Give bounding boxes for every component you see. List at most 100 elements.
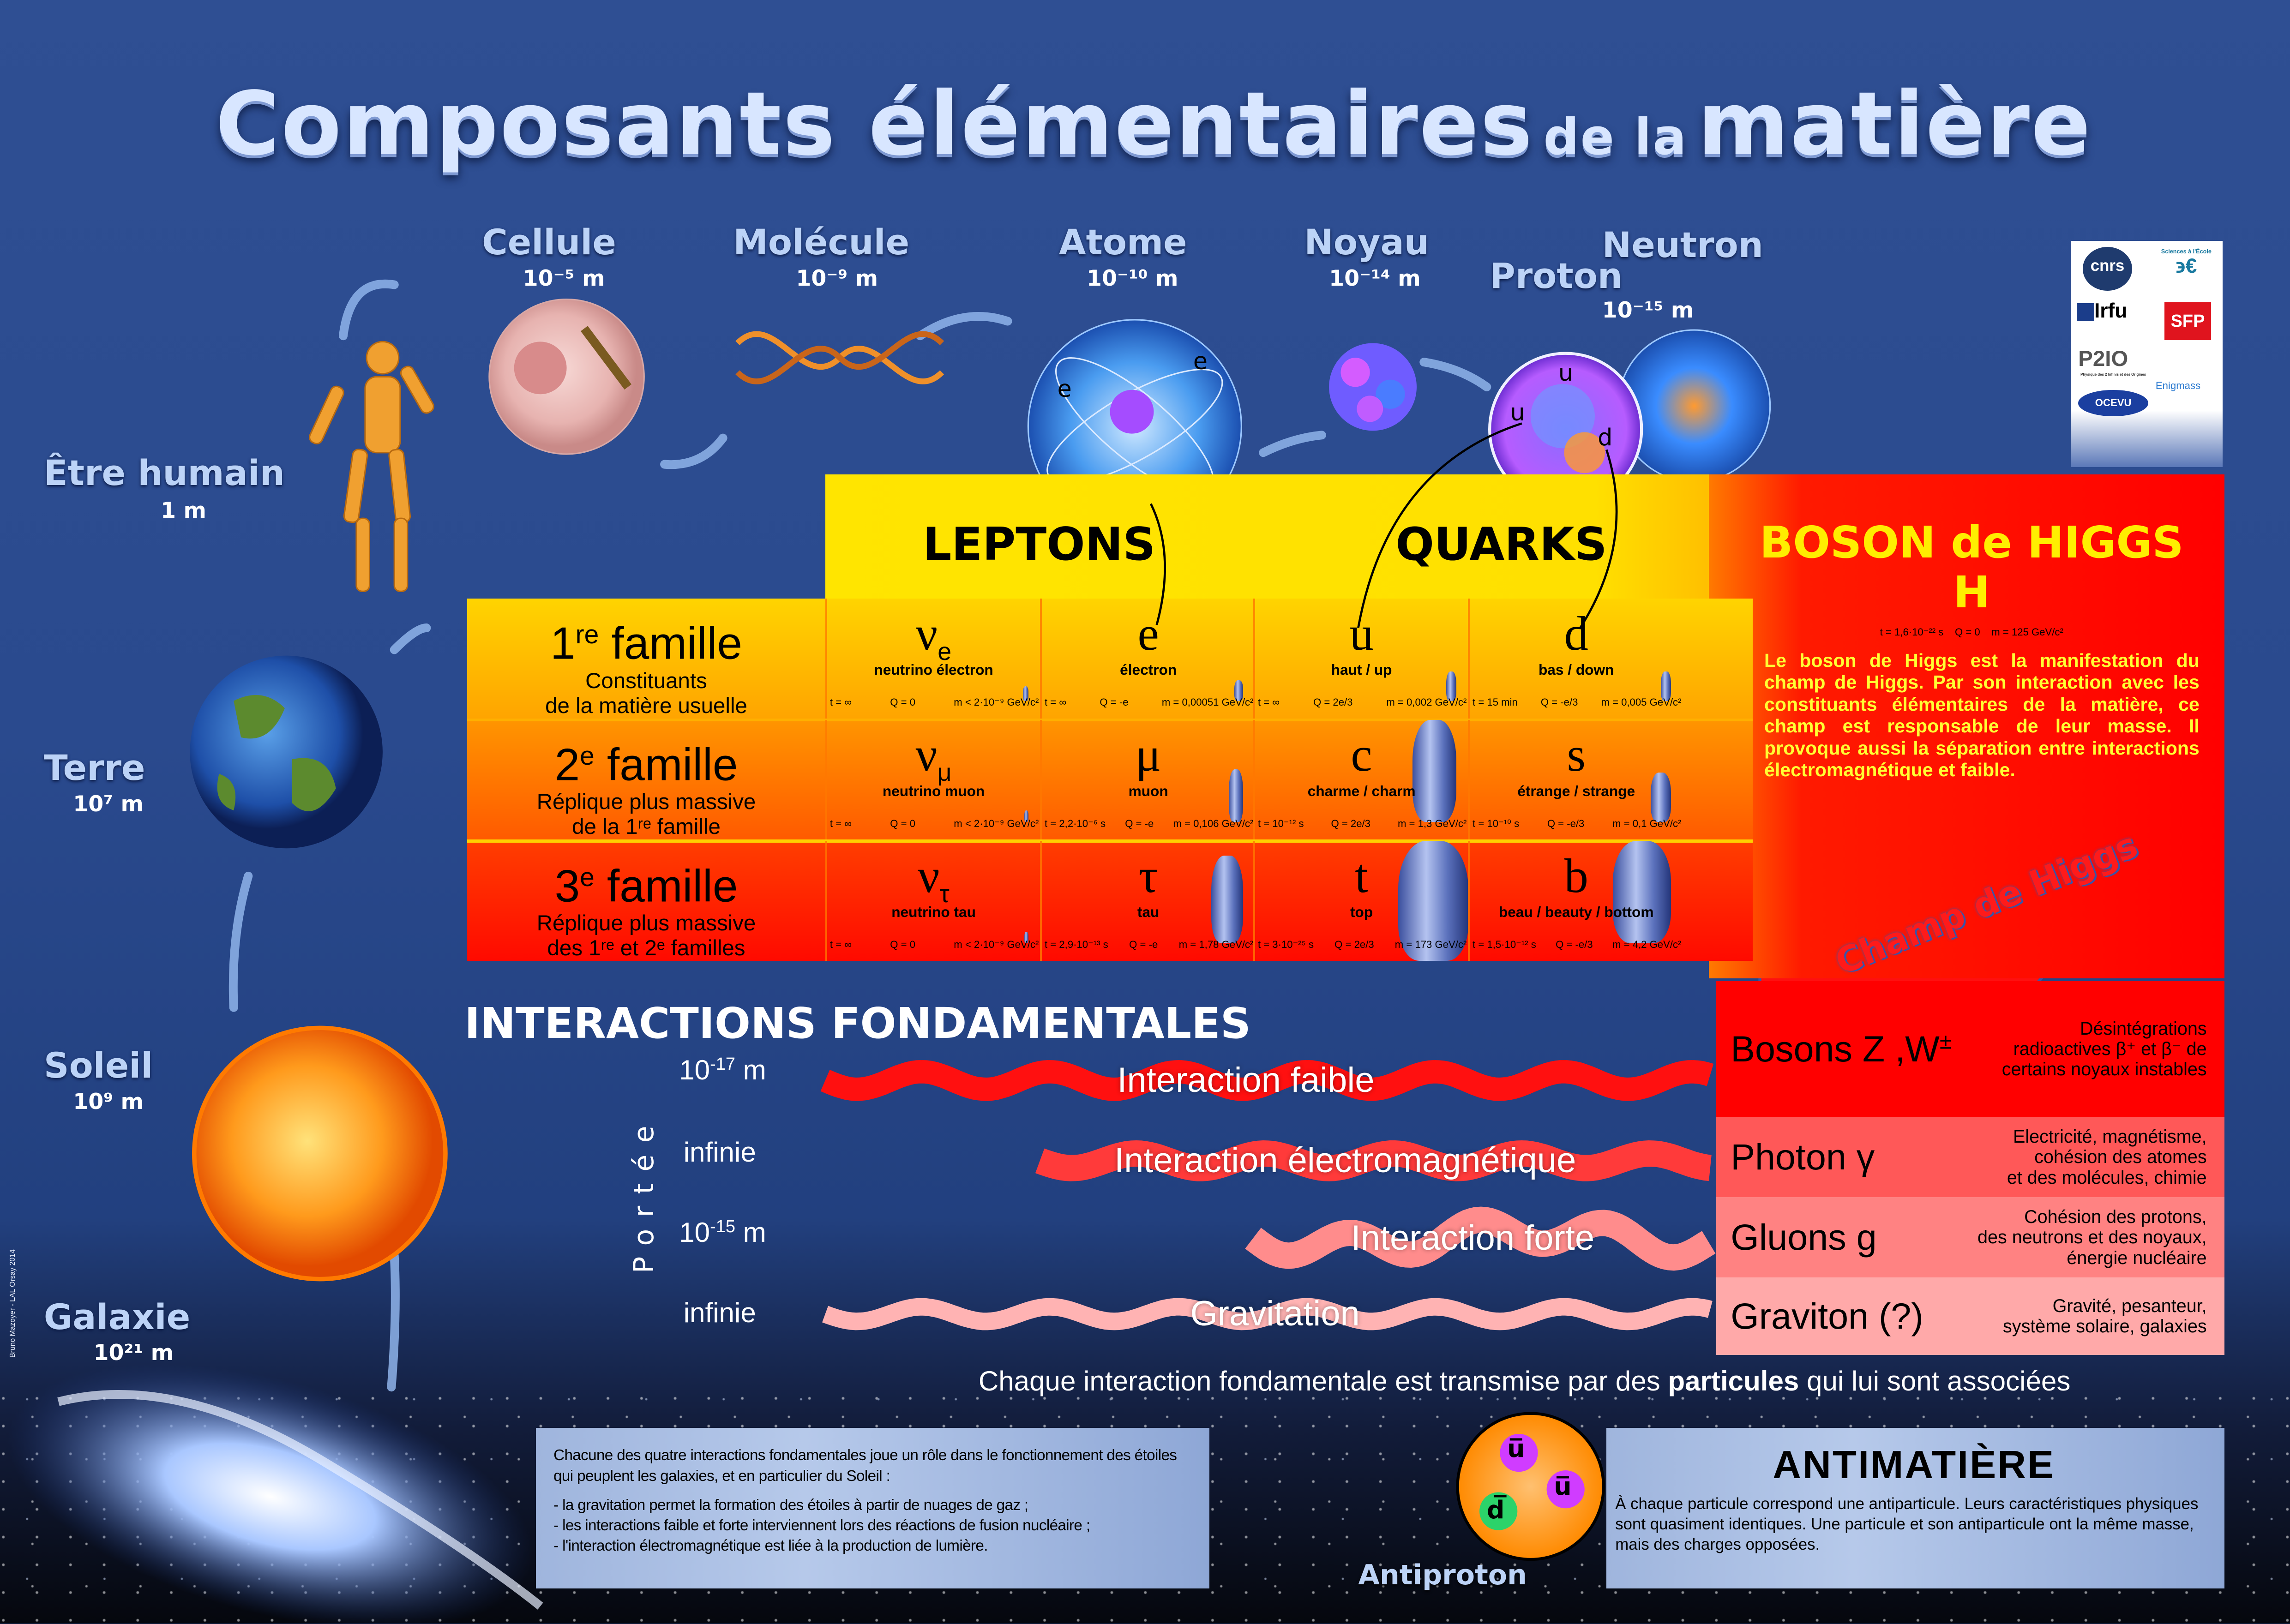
scale-size-proton: 10⁻¹⁵ m (1602, 298, 1694, 324)
interaction-label: Gravitation (1190, 1294, 1360, 1334)
interaction-band (822, 1298, 1713, 1330)
family-row-3 (467, 841, 1753, 961)
sciences-a-lecole-logo: Sciences à l'École ϶€ (2161, 248, 2212, 277)
boson-row: Photon γ Electricité, magnétisme, cohésion… (1716, 1117, 2224, 1198)
interaction-range: infinie (683, 1297, 756, 1328)
enigmass-logo: Enigmass (2155, 379, 2201, 391)
particle-symbol: νe (916, 606, 952, 665)
particle-symbol: d (1564, 606, 1588, 660)
boson-description: Désintégrations radioactives β⁺ et β⁻ de c… (2001, 1018, 2207, 1080)
irfu-logo: Irfu (2077, 300, 2127, 323)
boson-name: Gluons g (1731, 1217, 1877, 1258)
boson-name: Bosons Z ,W± (1731, 1028, 1952, 1070)
particle-symbol: t (1355, 849, 1369, 903)
sun-illustration (192, 1025, 448, 1282)
family-row-1 (467, 599, 1753, 719)
particle-symbol: s (1567, 728, 1586, 782)
particle-name: tau (1137, 904, 1160, 921)
arrow-icon (228, 871, 253, 1012)
galaxy-illustration (7, 1364, 543, 1624)
proton-quark-label: d (1598, 423, 1613, 451)
particle-cell-haut: u haut / up t = ∞ Q = 2e/3 m = 0,002 GeV/c… (1253, 599, 1468, 719)
particle-symbol: b (1564, 849, 1588, 903)
poster-title: Composants élémentaires de la matière (215, 73, 2092, 175)
boson-row: Graviton (?) Gravité, pesanteur, système s… (1716, 1277, 2224, 1355)
interaction-label: Interaction électromagnétique (1114, 1141, 1576, 1180)
higgs-title: BOSON de HIGGS H (1723, 518, 2220, 617)
quarks-header: QUARKS (1395, 518, 1607, 571)
particle-cell-électron: e électron t = ∞ Q = -e m = 0,00051 GeV/c² (1040, 599, 1255, 719)
particle-name: charme / charm (1307, 782, 1416, 799)
human-figure (308, 341, 434, 592)
antiquark-label: u̅ (1507, 1433, 1525, 1463)
arrow-icon (660, 433, 727, 469)
mass-weight-icon (1211, 856, 1244, 943)
antiproton-label: Antiproton (1358, 1559, 1527, 1592)
scale-label-terre: Terre (43, 747, 145, 788)
mass-weight-icon (1651, 772, 1671, 822)
particle-name: bas / down (1538, 661, 1614, 678)
particle-properties: t = ∞ Q = -e m = 0,00051 GeV/c² (1045, 696, 1254, 708)
mass-weight-icon (1024, 810, 1029, 822)
scale-label-neutron: Neutron (1602, 225, 1763, 266)
particle-name: neutrino muon (882, 782, 985, 799)
particle-symbol: e (1137, 606, 1159, 660)
particle-symbol: u (1349, 606, 1374, 660)
arrow-icon (387, 1251, 400, 1392)
arrow-icon (1259, 431, 1326, 457)
arrows (228, 279, 1491, 1392)
proton-quark-label: u (1558, 359, 1573, 387)
boson-row: Gluons g Cohésion des protons, des neutron… (1716, 1197, 2224, 1278)
scale-size-etre-humain: 1 m (161, 497, 206, 523)
boson-description: Cohésion des protons, des neutrons et des… (1977, 1206, 2207, 1268)
earth-illustration (190, 655, 383, 849)
connector-line (1579, 449, 1618, 629)
arrow-icon (390, 623, 431, 654)
p2io-logo: P2IO (2078, 346, 2128, 371)
antiproton-illustration (1456, 1412, 1605, 1561)
particle-name: beau / beauty / bottom (1498, 904, 1654, 921)
boson-description: Electricité, magnétisme, cohésion des ato… (2007, 1126, 2207, 1188)
atom-electron-label: e (1193, 348, 1208, 375)
divider (467, 839, 1753, 843)
interaction-band (1035, 1140, 1712, 1181)
scale-size-soleil: 10⁹ m (73, 1089, 144, 1115)
family-row-2 (467, 719, 1753, 840)
proton-quark-label: u (1510, 398, 1525, 426)
scale-label-etre-humain: Être humain (43, 452, 285, 493)
interaction-band (820, 1060, 1714, 1101)
arrow-icon (915, 312, 1012, 341)
particle-symbol: μ (1135, 728, 1161, 782)
atom-electron-label: e (1057, 375, 1072, 403)
arrow-icon (1419, 358, 1491, 391)
scale-size-molecule: 10⁻⁹ m (796, 265, 878, 291)
antiquark-label: d̅ (1486, 1495, 1505, 1524)
ocevu-logo: OCEVU (2078, 390, 2149, 416)
scale-size-atome: 10⁻¹⁰ m (1086, 265, 1178, 291)
arrow-icon (339, 279, 399, 341)
interactions-title: INTERACTIONS FONDAMENTALES (464, 999, 1251, 1049)
higgs-panel (1708, 474, 2224, 978)
mass-weight-icon (1398, 841, 1468, 961)
connector-line (1357, 422, 1522, 628)
dna-illustration (735, 331, 944, 384)
particle-cell-beau: b beau / beauty / bottom t = 1,5·10⁻¹² s… (1467, 841, 1683, 961)
particle-cell-bas: d bas / down t = 15 min Q = -e/3 m = 0,005… (1467, 599, 1683, 719)
interaction-label: Interaction faible (1117, 1060, 1375, 1100)
particle-symbol: τ (1138, 849, 1158, 903)
stars-info-box: Chacune des quatre interactions fondamen… (536, 1428, 1209, 1589)
antimatter-box: ANTIMATIÈRE À chaque particule correspon… (1606, 1428, 2224, 1589)
